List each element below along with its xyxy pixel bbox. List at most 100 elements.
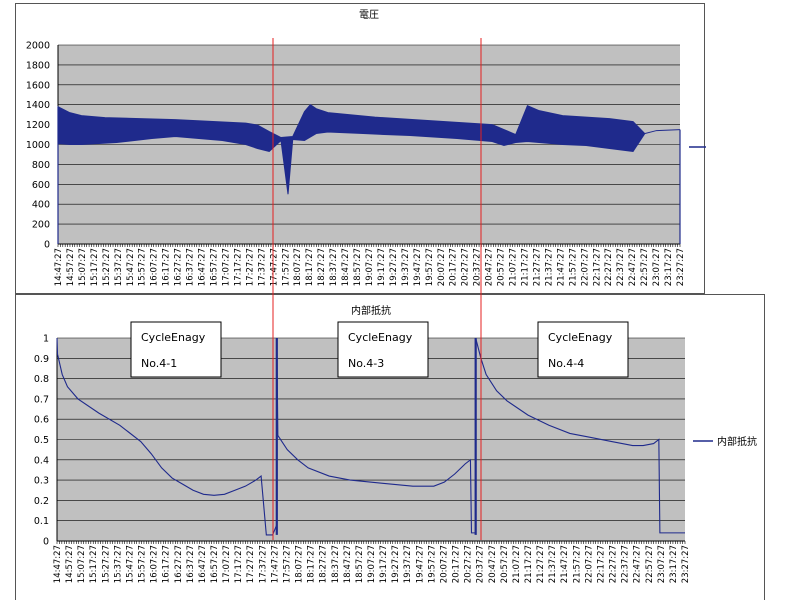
voltage-chart-frame: 電圧 0 200 400 600 800 1000 1200 1400 1600 1800 2000 1… (15, 3, 733, 294)
x-tick-label: 15:37:27 (113, 545, 123, 583)
x-tick-label: 21:17:27 (521, 248, 531, 286)
x-tick-label: 14:57:27 (66, 248, 76, 286)
y-tick-label: 0 (44, 240, 50, 251)
x-tick-label: 20:47:27 (488, 545, 498, 583)
x-tick-label: 22:27:27 (609, 545, 619, 583)
x-tick-label: 17:57:27 (281, 248, 291, 286)
x-tick-label: 21:57:27 (572, 545, 582, 583)
y-tick-label: 400 (32, 200, 50, 211)
x-tick-label: 18:27:27 (319, 545, 329, 583)
x-tick-label: 16:57:27 (210, 248, 220, 286)
x-tick-label: 14:57:27 (65, 545, 75, 583)
x-tick-label: 22:37:27 (616, 248, 626, 286)
x-tick-label: 20:17:27 (449, 248, 459, 286)
x-tick-label: 23:07:27 (657, 545, 667, 583)
series-line-内部抵抗 (56, 337, 685, 536)
x-tick-label: 20:37:27 (476, 545, 486, 583)
x-tick-label: 16:37:27 (186, 545, 196, 583)
y-tick-label: 1400 (26, 100, 50, 111)
x-tick-label: 20:37:27 (473, 248, 483, 286)
x-tick-label: 21:47:27 (556, 248, 566, 286)
x-tick-label: 19:47:27 (413, 248, 423, 286)
chart-title: 電圧 (359, 9, 379, 21)
x-tick-label: 20:07:27 (439, 545, 449, 583)
x-tick-label: 19:27:27 (391, 545, 401, 583)
y-tick-label: 0.9 (34, 354, 49, 365)
x-tick-label: 15:37:27 (114, 248, 124, 286)
x-tick-label: 15:47:27 (125, 545, 135, 583)
x-tick-label: 23:27:27 (681, 545, 691, 583)
annotation-line1: CycleEnagy (348, 331, 413, 344)
x-tick-label: 17:37:27 (258, 545, 268, 583)
x-tick-label: 23:27:27 (676, 248, 686, 286)
x-tick-label: 20:47:27 (485, 248, 495, 286)
y-tick-label: 0.4 (34, 455, 49, 466)
x-tick-label: 18:57:27 (355, 545, 365, 583)
x-tick-label: 18:17:27 (305, 248, 315, 286)
resistance-chart: 内部抵抗 0 0.1 0.2 0.3 0.4 0.5 0.6 0.7 0.8 0.9 1 14:47:2… (34, 304, 757, 583)
x-tick-label: 18:07:27 (295, 545, 305, 583)
x-tick-label: 15:57:27 (138, 248, 148, 286)
x-tick-label: 23:07:27 (652, 248, 662, 286)
annotation-line1: CycleEnagy (141, 331, 206, 344)
x-tick-label: 17:17:27 (234, 545, 244, 583)
x-tick-label: 18:37:27 (331, 545, 341, 583)
x-tick-label: 21:47:27 (560, 545, 570, 583)
x-tick-label: 22:47:27 (633, 545, 643, 583)
x-tick-label: 22:37:27 (621, 545, 631, 583)
x-tick-label: 21:27:27 (532, 248, 542, 286)
x-tick-label: 16:07:27 (150, 248, 160, 286)
x-tick-label: 15:07:27 (78, 248, 88, 286)
x-tick-label: 22:27:27 (604, 248, 614, 286)
x-tick-label: 18:47:27 (341, 248, 351, 286)
x-tick-label: 16:37:27 (186, 248, 196, 286)
x-tick-label: 19:57:27 (425, 248, 435, 286)
x-tick-label: 23:17:27 (664, 248, 674, 286)
x-tick-label: 21:07:27 (509, 248, 519, 286)
y-tick-label: 600 (32, 180, 50, 191)
x-tick-label: 17:27:27 (246, 545, 256, 583)
x-tick-label: 22:57:27 (640, 248, 650, 286)
x-tick-label: 19:37:27 (401, 248, 411, 286)
x-tick-label: 21:37:27 (548, 545, 558, 583)
x-tick-label: 21:27:27 (536, 545, 546, 583)
x-tick-label: 19:47:27 (415, 545, 425, 583)
x-tick-label: 18:37:27 (329, 248, 339, 286)
x-tick-label: 22:07:27 (580, 248, 590, 286)
x-tick-label: 15:17:27 (90, 248, 100, 286)
x-tick-label: 22:07:27 (584, 545, 594, 583)
y-tick-label: 1000 (26, 140, 50, 151)
x-tick-label: 14:47:27 (53, 545, 63, 583)
annotation-box (537, 321, 629, 378)
x-tick-label: 19:07:27 (367, 545, 377, 583)
x-tick-label: 20:07:27 (437, 248, 447, 286)
y-tick-label: 200 (32, 220, 50, 231)
annotation-line2: No.4-4 (548, 357, 584, 370)
y-tick-label: 1200 (26, 120, 50, 131)
x-tick-label: 15:27:27 (102, 248, 112, 286)
x-tick-label: 16:47:27 (198, 545, 208, 583)
x-tick-label: 21:37:27 (544, 248, 554, 286)
x-tick-label: 20:57:27 (497, 248, 507, 286)
x-tick-label: 18:07:27 (293, 248, 303, 286)
x-tick-label: 19:57:27 (427, 545, 437, 583)
x-tick-label: 17:47:27 (270, 545, 280, 583)
chart-title: 内部抵抗 (351, 304, 391, 317)
x-tick-label: 19:17:27 (377, 248, 387, 286)
x-tick-label: 16:17:27 (162, 545, 172, 583)
x-tick-label: 16:07:27 (150, 545, 160, 583)
y-tick-label: 1800 (26, 60, 50, 71)
x-tick-label: 18:47:27 (343, 545, 353, 583)
y-tick-label: 0 (43, 537, 49, 548)
x-tick-label: 20:27:27 (461, 248, 471, 286)
annotation-line2: No.4-1 (141, 357, 177, 370)
x-tick-label: 23:17:27 (669, 545, 679, 583)
x-tick-label: 20:57:27 (500, 545, 510, 583)
x-tick-label: 22:47:27 (628, 248, 638, 286)
x-tick-label: 15:07:27 (77, 545, 87, 583)
x-tick-label: 22:17:27 (596, 545, 606, 583)
x-tick-label: 18:27:27 (317, 248, 327, 286)
x-tick-label: 20:17:27 (452, 545, 462, 583)
x-tick-label: 22:17:27 (592, 248, 602, 286)
